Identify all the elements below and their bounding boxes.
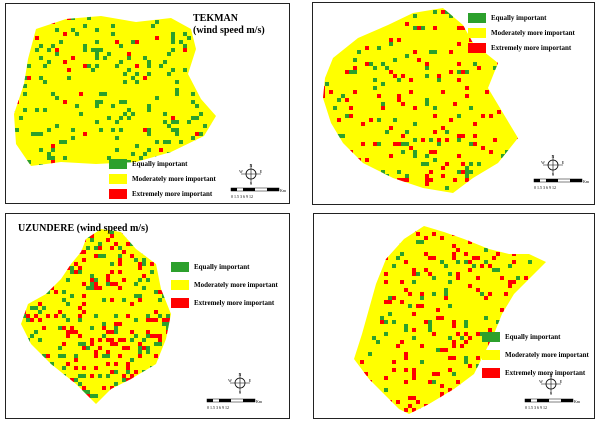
north-arrow-icon: N W E S (228, 372, 252, 395)
west-label: W (541, 160, 545, 165)
map-title: UZUNDERE (wind speed m/s) (18, 223, 149, 234)
legend-label-equally: Equally important (132, 160, 188, 168)
legend-label-equally: Equally important (505, 333, 561, 341)
legend-swatch-extremely (468, 43, 486, 53)
map-panel-tekman: TEKMAN (wind speed m/s) Equally importan… (5, 3, 290, 204)
legend-swatch-extremely (109, 189, 127, 199)
map-panel-4: Equally important Moderately more import… (313, 213, 595, 419)
south-label: S (250, 181, 252, 186)
district-map-4 (354, 226, 546, 414)
legend-label-extremely: Extremely more important (194, 299, 275, 307)
legend-label-extremely: Extremely more important (505, 369, 586, 377)
scale-ticks: 0 1.5 3 6 9 12 (231, 194, 253, 199)
legend-swatch-equally (482, 332, 500, 342)
map-panel-uzundere: UZUNDERE (wind speed m/s) Equally import… (5, 213, 290, 419)
legend-label-moderately: Moderately more important (194, 281, 278, 289)
legend-swatch-moderately (482, 350, 500, 360)
north-arrow-icon: N W E S (239, 163, 263, 186)
legend-swatch-moderately (468, 28, 486, 38)
tekman-map (14, 16, 216, 166)
map-legend: Equally important Moderately more import… (468, 12, 575, 57)
scale-ticks: 0 1.5 3 6 9 12 (525, 405, 547, 410)
north-arrow-icon: N W E S (541, 154, 565, 177)
legend-label-equally: Equally important (194, 263, 250, 271)
map-legend: Equally important Moderately more import… (482, 331, 589, 382)
legend-swatch-extremely (171, 298, 189, 308)
legend-label-equally: Equally important (491, 14, 547, 22)
scale-bar: 0 1.5 3 6 9 12 Km (533, 178, 590, 190)
east-label: E (562, 160, 565, 165)
scale-ticks: 0 1.5 3 6 9 12 (534, 185, 556, 190)
scale-bar: 0 1.5 3 6 9 12 Km (524, 398, 581, 410)
north-label: N (552, 154, 555, 159)
west-label: W (228, 378, 232, 383)
scale-unit: Km (583, 179, 590, 184)
scale-bar: 0 1.5 3 6 9 12 Km (206, 398, 263, 410)
legend-swatch-equally (109, 159, 127, 169)
legend-swatch-equally (171, 262, 189, 272)
scale-unit: Km (280, 188, 286, 193)
south-label: S (239, 390, 241, 395)
scale-unit: Km (574, 399, 581, 404)
map-title: TEKMAN (193, 13, 238, 24)
north-label: N (239, 372, 242, 377)
uzundere-map (21, 229, 171, 404)
east-label: E (249, 378, 252, 383)
scale-unit: Km (256, 399, 263, 404)
legend-label-moderately: Moderately more important (491, 29, 575, 37)
map-legend: Equally important Moderately more import… (109, 158, 216, 203)
legend-label-moderately: Moderately more important (132, 175, 216, 183)
east-label: E (560, 379, 563, 384)
south-label: S (552, 172, 554, 177)
legend-swatch-moderately (171, 280, 189, 290)
scale-bar: 0 1.5 3 6 9 12 Km (230, 187, 286, 199)
north-label: N (550, 373, 553, 378)
legend-swatch-equally (468, 13, 486, 23)
north-label: N (250, 163, 253, 168)
map-subtitle: (wind speed m/s) (193, 25, 265, 36)
scale-ticks: 0 1.5 3 6 9 12 (207, 405, 229, 410)
south-label: S (550, 391, 552, 396)
district-map-2 (323, 8, 518, 193)
map-legend: Equally important Moderately more import… (171, 261, 278, 312)
east-label: E (260, 169, 263, 174)
legend-label-extremely: Extremely more important (132, 190, 213, 198)
map-panel-2: Equally important Moderately more import… (312, 2, 595, 205)
west-label: W (239, 169, 243, 174)
legend-label-moderately: Moderately more important (505, 351, 589, 359)
legend-swatch-extremely (482, 368, 500, 378)
legend-swatch-moderately (109, 174, 127, 184)
legend-label-extremely: Extremely more important (491, 44, 572, 52)
west-label: W (539, 379, 543, 384)
north-arrow-icon: N W E S (539, 373, 563, 396)
